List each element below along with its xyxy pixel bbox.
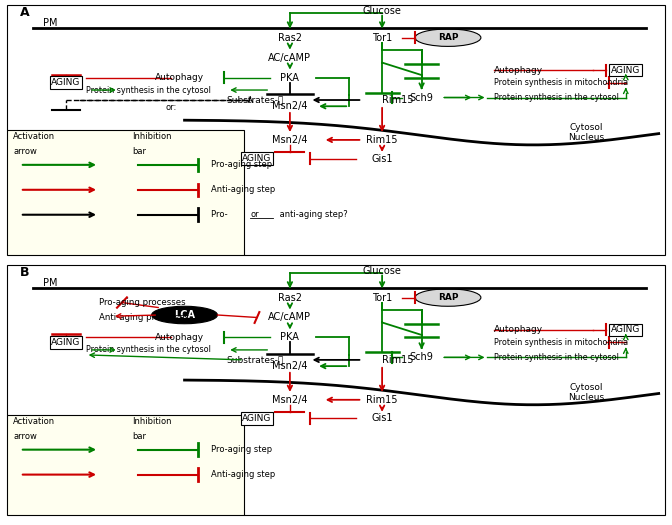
Text: AGING: AGING <box>51 78 81 87</box>
Ellipse shape <box>415 289 481 306</box>
Text: Rim15: Rim15 <box>366 395 398 405</box>
Text: arrow: arrow <box>13 432 37 441</box>
Text: Ras2: Ras2 <box>278 292 302 302</box>
Text: Anti-aging step: Anti-aging step <box>211 470 275 479</box>
Text: or:: or: <box>166 103 177 112</box>
Text: Rim15: Rim15 <box>382 95 413 105</box>
Text: Cytosol: Cytosol <box>569 123 603 132</box>
Text: Activation: Activation <box>13 417 55 426</box>
Text: AC/cAMP: AC/cAMP <box>268 312 311 322</box>
Text: Gis1: Gis1 <box>372 414 393 424</box>
FancyBboxPatch shape <box>7 415 244 514</box>
Text: Msn2/4: Msn2/4 <box>272 135 308 145</box>
Text: Protein synthesis in the cytosol: Protein synthesis in the cytosol <box>494 353 619 362</box>
Text: Ras2: Ras2 <box>278 33 302 43</box>
Text: Protein synthesis in the cytosol: Protein synthesis in the cytosol <box>86 86 211 94</box>
Text: bar: bar <box>132 432 146 441</box>
Text: AGING: AGING <box>51 338 81 347</box>
Text: RAP: RAP <box>437 33 458 42</box>
Text: Autophagy: Autophagy <box>155 333 204 342</box>
Ellipse shape <box>152 306 218 324</box>
Text: Msn2/4: Msn2/4 <box>272 101 308 111</box>
Text: Substrates-Ⓟ: Substrates-Ⓟ <box>226 355 284 364</box>
Ellipse shape <box>415 29 481 46</box>
Text: PKA: PKA <box>280 332 299 342</box>
Text: Inhibition: Inhibition <box>132 132 171 141</box>
Text: Protein synthesis in the cytosol: Protein synthesis in the cytosol <box>86 345 211 354</box>
Text: Autophagy: Autophagy <box>494 66 543 75</box>
FancyBboxPatch shape <box>7 130 244 255</box>
Text: A: A <box>20 6 30 19</box>
Text: Gis1: Gis1 <box>372 154 393 164</box>
Text: Tor1: Tor1 <box>372 292 392 302</box>
Text: B: B <box>20 266 30 279</box>
Text: Substrates-Ⓟ: Substrates-Ⓟ <box>226 96 284 104</box>
Text: arrow: arrow <box>13 148 37 156</box>
Text: Tor1: Tor1 <box>372 33 392 43</box>
Text: Msn2/4: Msn2/4 <box>272 361 308 371</box>
Text: Autophagy: Autophagy <box>494 326 543 334</box>
Text: Protein synthesis in mitochondria: Protein synthesis in mitochondria <box>494 78 628 87</box>
Text: Protein synthesis in the cytosol: Protein synthesis in the cytosol <box>494 93 619 102</box>
Text: Rim15: Rim15 <box>382 355 413 365</box>
Text: Pro-: Pro- <box>211 210 230 219</box>
Text: Nucleus: Nucleus <box>569 393 604 402</box>
Text: PM: PM <box>43 278 57 288</box>
Text: Protein synthesis in mitochondria: Protein synthesis in mitochondria <box>494 338 628 347</box>
Text: Pro-aging step: Pro-aging step <box>211 160 272 170</box>
Text: PKA: PKA <box>280 72 299 82</box>
Text: LCA: LCA <box>174 310 195 320</box>
Text: Msn2/4: Msn2/4 <box>272 395 308 405</box>
Text: Cytosol: Cytosol <box>569 383 603 392</box>
Text: Activation: Activation <box>13 132 55 141</box>
Text: Pro-aging processes: Pro-aging processes <box>99 298 185 307</box>
Text: Sch9: Sch9 <box>410 352 433 362</box>
Text: Rim15: Rim15 <box>366 135 398 145</box>
Text: Sch9: Sch9 <box>410 92 433 102</box>
Text: Nucleus: Nucleus <box>569 133 604 142</box>
Text: AGING: AGING <box>243 414 271 423</box>
Text: Anti-aging step: Anti-aging step <box>211 185 275 194</box>
Text: AC/cAMP: AC/cAMP <box>268 52 311 62</box>
Text: Inhibition: Inhibition <box>132 417 171 426</box>
Text: Glucose: Glucose <box>363 6 402 16</box>
Text: RAP: RAP <box>437 293 458 302</box>
Text: AGING: AGING <box>611 326 640 334</box>
FancyBboxPatch shape <box>7 265 665 514</box>
Text: bar: bar <box>132 148 146 156</box>
Text: Pro-aging step: Pro-aging step <box>211 445 272 454</box>
Text: anti-aging step?: anti-aging step? <box>277 210 347 219</box>
Text: AGING: AGING <box>611 66 640 75</box>
Text: or: or <box>251 210 259 219</box>
FancyBboxPatch shape <box>7 5 665 255</box>
Text: Glucose: Glucose <box>363 266 402 276</box>
Text: Anti-aging processes: Anti-aging processes <box>99 313 189 322</box>
Text: AGING: AGING <box>243 154 271 163</box>
Text: Autophagy: Autophagy <box>155 73 204 82</box>
Text: PM: PM <box>43 18 57 28</box>
